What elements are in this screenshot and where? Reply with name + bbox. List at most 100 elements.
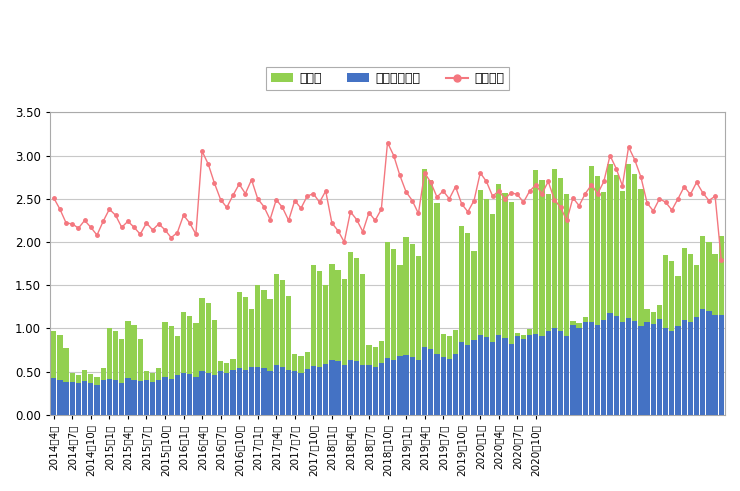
Bar (687, 323, 693, 415)
Bar (539, 180, 545, 415)
Bar (57, 381, 63, 415)
Bar (676, 276, 681, 415)
Bar (440, 334, 445, 415)
Bar (397, 265, 403, 415)
Bar (249, 367, 254, 415)
Bar (298, 373, 303, 415)
Bar (632, 174, 637, 415)
Bar (719, 315, 724, 415)
Bar (484, 337, 489, 415)
Bar (595, 325, 600, 415)
Bar (545, 194, 551, 415)
求人倍率 (98, 218, 107, 224)
Bar (496, 184, 502, 415)
Bar (657, 305, 662, 415)
Bar (187, 374, 192, 415)
Bar (132, 325, 137, 415)
Bar (212, 320, 217, 415)
Bar (342, 279, 347, 415)
Bar (582, 323, 588, 415)
Bar (169, 326, 174, 415)
Bar (144, 371, 149, 415)
Bar (496, 335, 502, 415)
Bar (274, 365, 279, 415)
Bar (552, 168, 557, 415)
Bar (706, 311, 712, 415)
Bar (360, 365, 366, 415)
Bar (162, 322, 168, 415)
Bar (502, 338, 508, 415)
Bar (484, 199, 489, 415)
Bar (669, 331, 674, 415)
Bar (274, 274, 279, 415)
Bar (156, 380, 161, 415)
Bar (101, 381, 106, 415)
Bar (280, 280, 285, 415)
Bar (447, 359, 452, 415)
Bar (193, 377, 198, 415)
Bar (650, 312, 656, 415)
求人倍率 (50, 195, 58, 201)
Bar (502, 193, 508, 415)
Bar (88, 383, 93, 415)
Bar (169, 379, 174, 415)
Bar (558, 178, 563, 415)
Bar (150, 373, 155, 415)
Line: 求人倍率: 求人倍率 (52, 141, 723, 262)
Bar (82, 370, 87, 415)
Bar (311, 265, 316, 415)
Bar (75, 383, 81, 415)
Bar (267, 371, 273, 415)
Bar (125, 321, 130, 415)
Bar (571, 325, 576, 415)
Bar (311, 366, 316, 415)
Bar (360, 274, 366, 415)
Bar (132, 380, 137, 415)
Bar (342, 365, 347, 415)
Bar (292, 371, 297, 415)
Bar (620, 323, 625, 415)
Bar (200, 371, 205, 415)
Bar (218, 371, 223, 415)
Bar (595, 176, 600, 415)
Bar (465, 233, 471, 415)
Bar (639, 326, 644, 415)
Bar (391, 359, 397, 415)
Bar (453, 330, 458, 415)
Bar (144, 381, 149, 415)
Bar (261, 368, 266, 415)
Bar (224, 363, 229, 415)
Bar (608, 164, 613, 415)
Bar (335, 361, 340, 415)
Bar (632, 321, 637, 415)
Bar (113, 381, 118, 415)
Bar (138, 381, 143, 415)
Bar (534, 334, 539, 415)
Bar (477, 334, 483, 415)
Bar (713, 315, 718, 415)
Bar (620, 191, 625, 415)
Bar (694, 265, 699, 415)
Bar (539, 336, 545, 415)
Bar (508, 344, 514, 415)
Bar (521, 335, 526, 415)
Bar (379, 341, 384, 415)
Bar (329, 264, 334, 415)
Bar (286, 296, 292, 415)
Bar (694, 317, 699, 415)
Bar (255, 285, 260, 415)
Bar (608, 313, 613, 415)
Bar (187, 316, 192, 415)
Bar (410, 357, 415, 415)
Bar (175, 375, 180, 415)
Bar (552, 328, 557, 415)
Bar (292, 355, 297, 415)
Bar (459, 225, 464, 415)
Bar (366, 365, 371, 415)
Bar (88, 374, 93, 415)
Bar (440, 357, 445, 415)
Bar (51, 331, 56, 415)
Bar (521, 339, 526, 415)
Bar (645, 309, 650, 415)
Bar (230, 359, 235, 415)
